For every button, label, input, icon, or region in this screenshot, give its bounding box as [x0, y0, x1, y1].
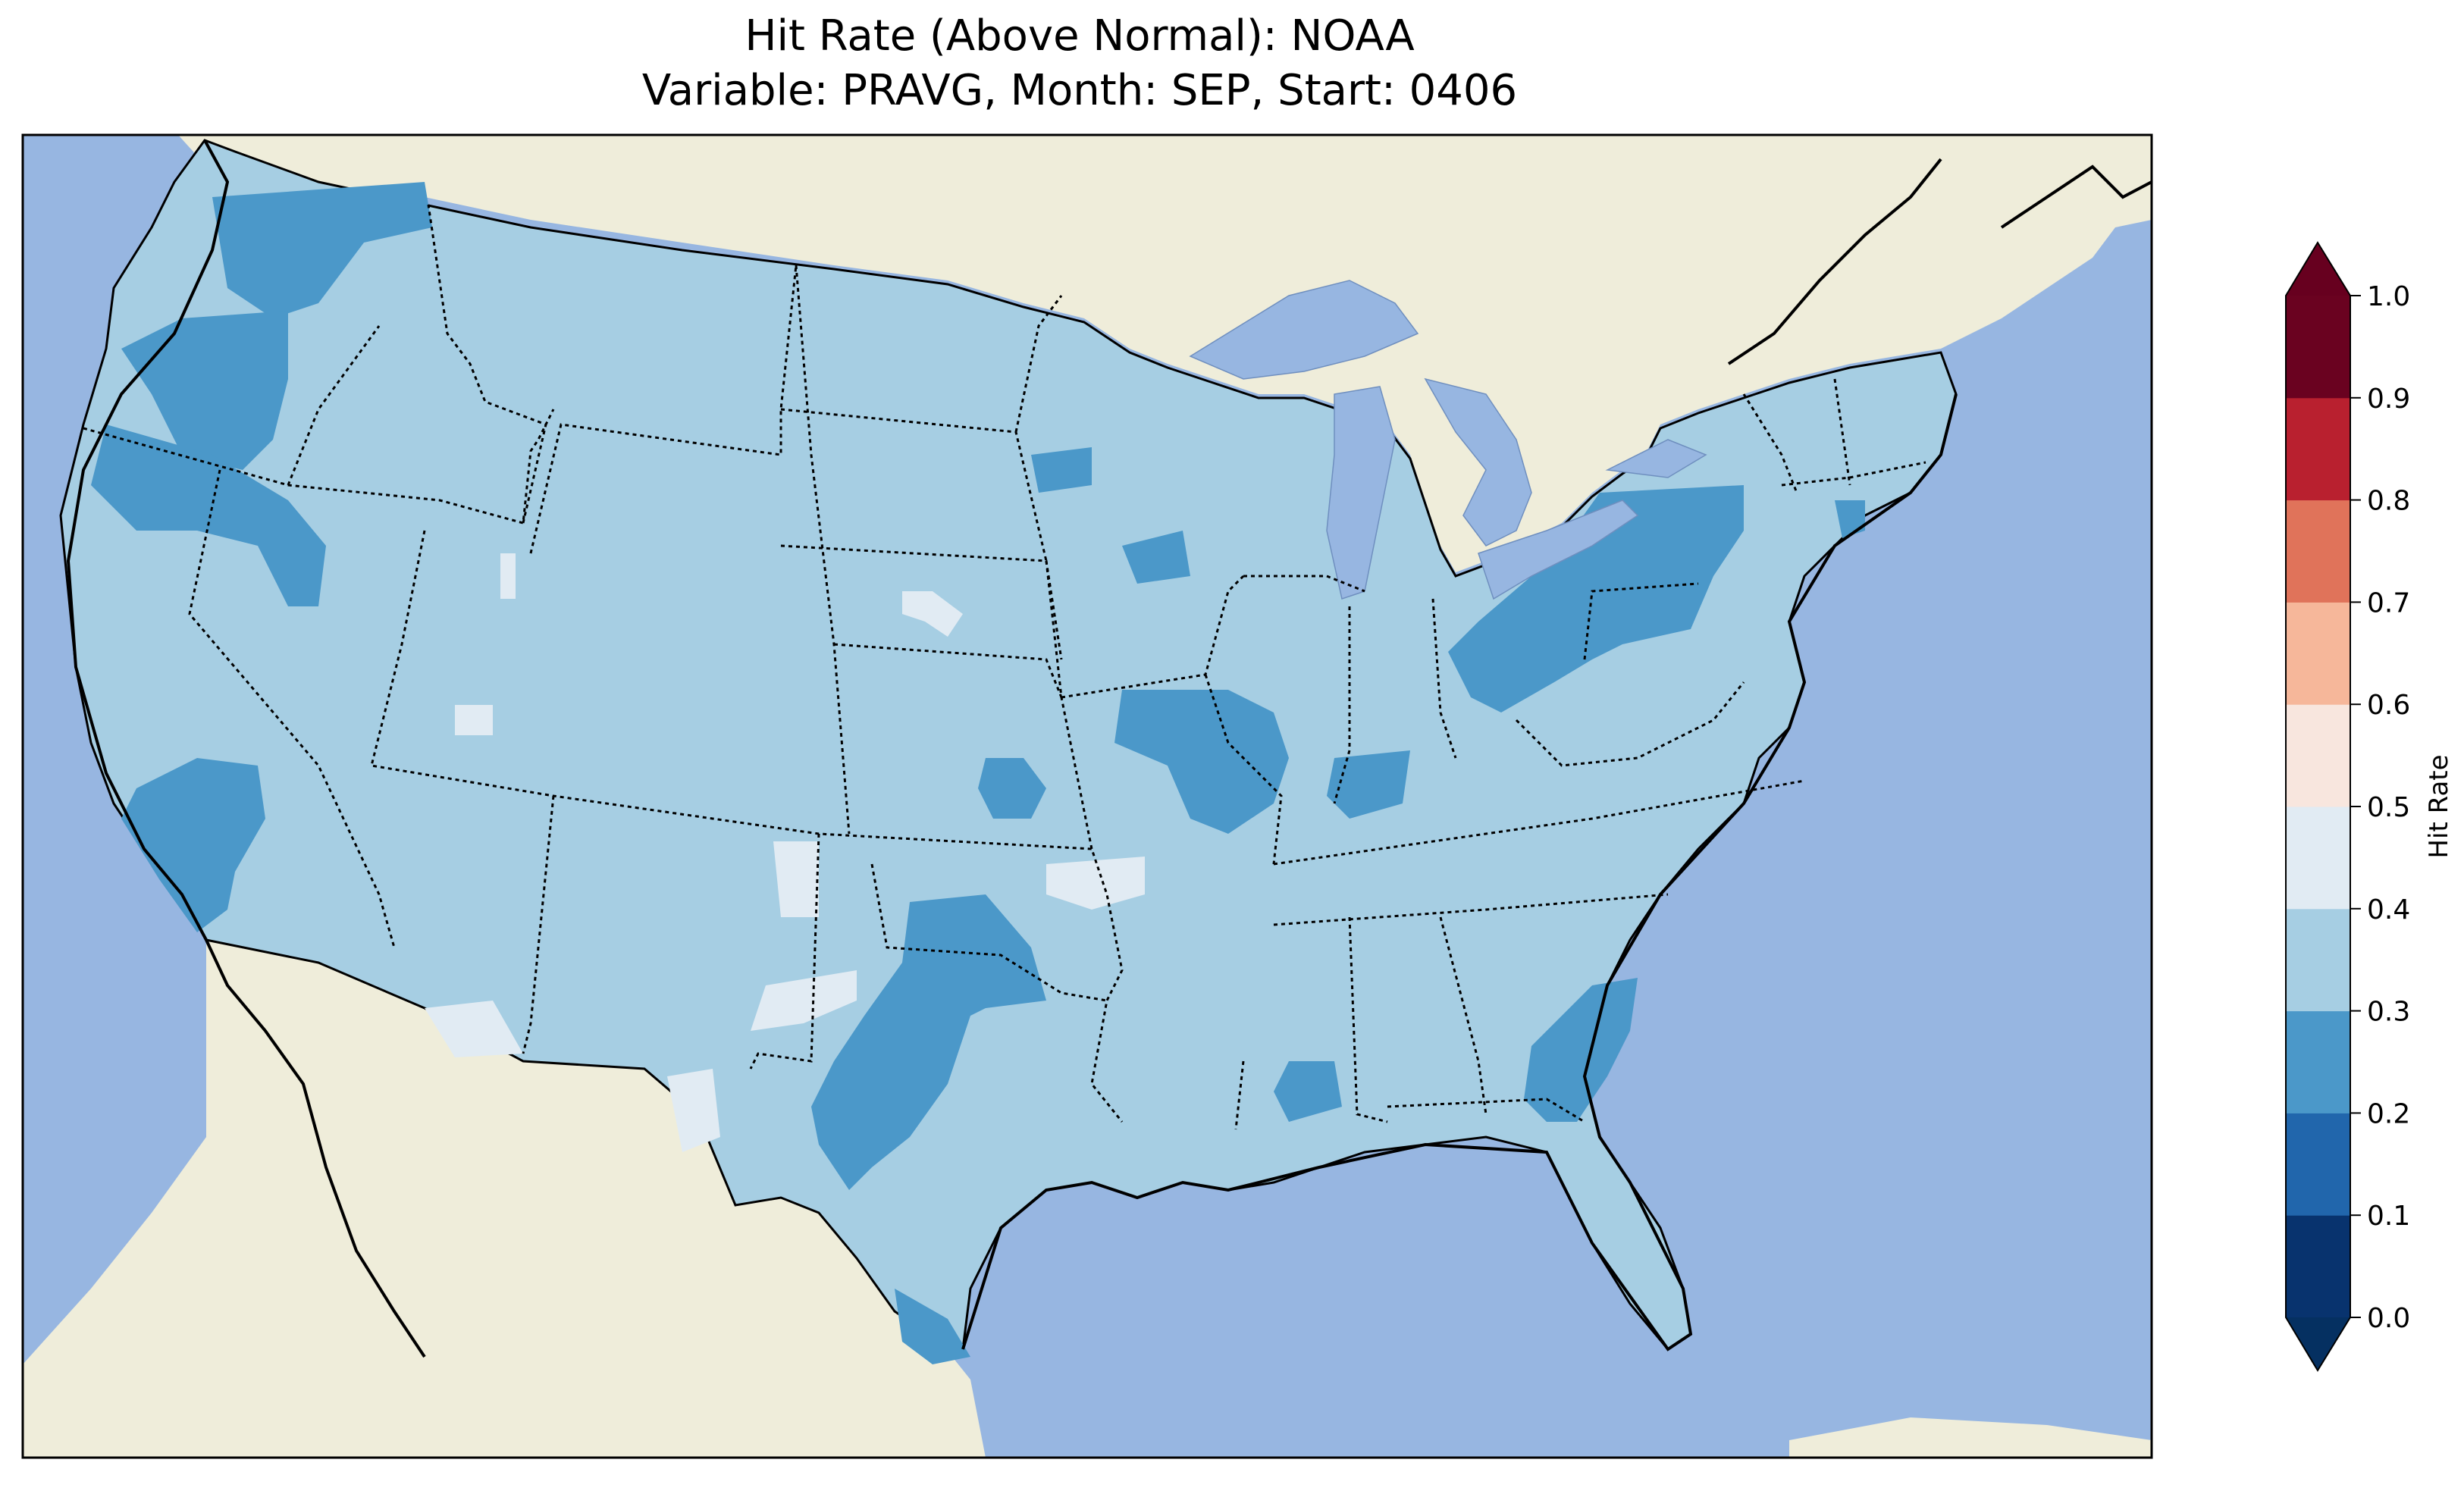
colorbar-bin	[2286, 397, 2350, 501]
colorbar-bins	[2286, 296, 2350, 1318]
map-title: Hit Rate (Above Normal): NOAA	[745, 11, 1415, 61]
colorbar-extend-top	[2286, 243, 2350, 296]
colorbar-bin	[2286, 296, 2350, 399]
colorbar-tick-label: 0.6	[2367, 690, 2410, 721]
colorbar-bin	[2286, 1215, 2350, 1318]
colorbar-bin	[2286, 1010, 2350, 1113]
hit-rate-0.4-0.5-regions	[425, 553, 1145, 1152]
colorbar-tick-label: 0.1	[2367, 1201, 2410, 1232]
colorbar-tick-label: 0.7	[2367, 587, 2410, 619]
hit-rate-0.2-0.3-regions	[91, 182, 1865, 1364]
colorbar-tick-label: 0.5	[2367, 792, 2410, 823]
canada-landmass	[178, 135, 2152, 572]
colorbar-bin	[2286, 807, 2350, 910]
colorbar-bin	[2286, 704, 2350, 807]
state-borders	[83, 204, 1926, 1130]
colorbar-tick-label: 0.2	[2367, 1098, 2410, 1129]
colorbar-bin	[2286, 602, 2350, 705]
colorbar-bin	[2286, 908, 2350, 1012]
colorbar-label: Hit Rate	[2424, 754, 2454, 858]
colorbar-extend-bottom	[2286, 1317, 2350, 1370]
cuba-landmass	[1789, 1417, 2152, 1458]
colorbar-tick-label: 0.4	[2367, 894, 2410, 926]
colorbar-ticks: 0.0 0.1 0.2 0.3 0.4 0.5 0.6 0.7 0.8 0.9 1.0	[2350, 281, 2410, 1334]
great-lakes	[1189, 280, 1707, 600]
coastlines	[66, 139, 2152, 1358]
colorbar-tick-label: 0.9	[2367, 384, 2410, 415]
map-subtitle: Variable: PRAVG, Month: SEP, Start: 0406	[641, 66, 1518, 115]
colorbar-tick-label: 0.3	[2367, 997, 2410, 1028]
colorbar-tick-label: 1.0	[2367, 281, 2410, 312]
colorbar-tick-label: 0.0	[2367, 1303, 2410, 1334]
colorbar-bin	[2286, 1113, 2350, 1216]
colorbar-tick-label: 0.8	[2367, 486, 2410, 517]
mexico-landmass	[23, 940, 986, 1458]
colorbar-bin	[2286, 500, 2350, 603]
map-frame	[21, 133, 2153, 1459]
